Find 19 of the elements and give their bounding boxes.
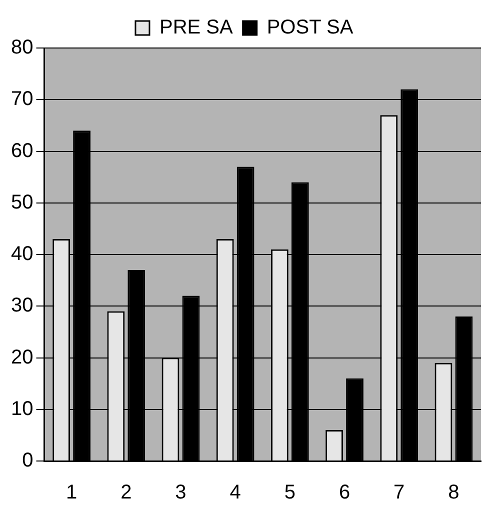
x-tick-label: 8 xyxy=(448,482,460,504)
y-tick-label: 60 xyxy=(10,140,34,162)
y-tick-label: 80 xyxy=(10,36,34,59)
y-tick-label: 70 xyxy=(10,88,34,110)
x-tick-label: 2 xyxy=(120,482,132,504)
legend-label: PRE SA xyxy=(159,16,234,39)
x-tick-label: 4 xyxy=(230,482,241,504)
legend-label: POST SA xyxy=(266,16,354,39)
x-tick-label: 7 xyxy=(394,482,405,504)
x-tick-label: 5 xyxy=(284,482,296,504)
y-tick-label: 10 xyxy=(10,398,34,420)
x-tick-label: 1 xyxy=(66,482,78,504)
y-tick-label: 20 xyxy=(10,346,34,368)
x-tick-label: 3 xyxy=(175,482,186,504)
y-tick-label: 40 xyxy=(10,243,34,266)
y-tick-label: 0 xyxy=(22,450,34,472)
y-tick-label: 50 xyxy=(10,191,34,214)
y-tick-label: 30 xyxy=(10,294,34,317)
x-tick-label: 6 xyxy=(338,482,350,504)
